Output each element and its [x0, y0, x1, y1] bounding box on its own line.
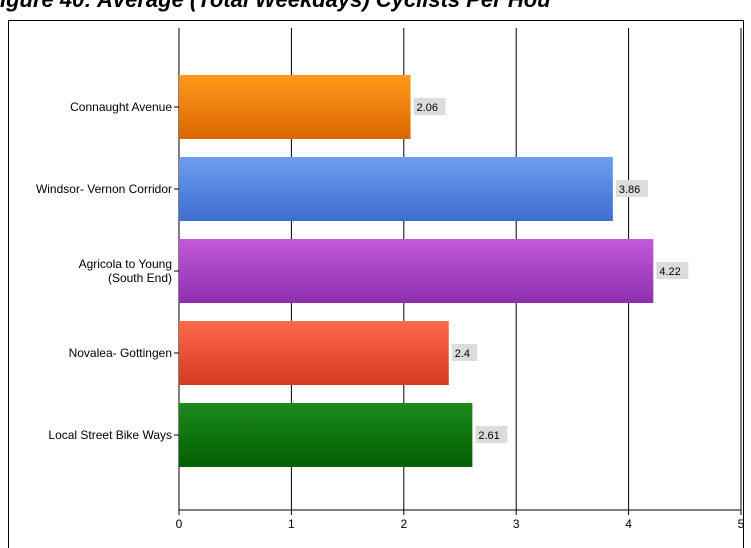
category-label: Windsor- Vernon Corridor	[36, 182, 172, 196]
data-label: 3.86	[619, 184, 640, 196]
category-label: Connaught Avenue	[70, 100, 172, 114]
chart-title-text: igure 40: Average (Total Weekdays) Cycli…	[0, 0, 551, 13]
data-label-bg	[413, 98, 446, 115]
bar-4	[179, 403, 473, 467]
x-tick-label: 3	[513, 517, 520, 531]
x-tick-label: 2	[400, 517, 407, 531]
x-tick-label: 0	[176, 517, 183, 531]
data-label-bg	[451, 344, 478, 361]
bar-2	[179, 239, 654, 303]
bars	[179, 75, 654, 467]
bar-3	[179, 321, 449, 385]
data-label: 2.4	[455, 348, 470, 360]
data-label: 4.22	[659, 266, 680, 278]
category-label: Local Street Bike Ways	[48, 428, 172, 442]
chart-title: igure 40: Average (Total Weekdays) Cycli…	[0, 0, 751, 17]
bar-1	[179, 157, 613, 221]
data-label-bg	[656, 262, 689, 279]
data-label: 2.61	[478, 430, 499, 442]
category-label: Agricola to Young	[79, 257, 172, 271]
x-tick-label: 5	[738, 517, 745, 531]
labels: Connaught Avenue 2.06 Windsor- Vernon Corr…	[36, 98, 689, 443]
category-label: Novalea- Gottingen	[69, 346, 172, 360]
x-tick-label: 1	[288, 517, 295, 531]
category-label: (South End)	[108, 271, 172, 285]
data-label-bg	[475, 426, 508, 443]
x-tick-label: 4	[625, 517, 632, 531]
bar-0	[179, 75, 411, 139]
data-label: 2.06	[417, 102, 438, 114]
data-label-bg	[615, 180, 648, 197]
